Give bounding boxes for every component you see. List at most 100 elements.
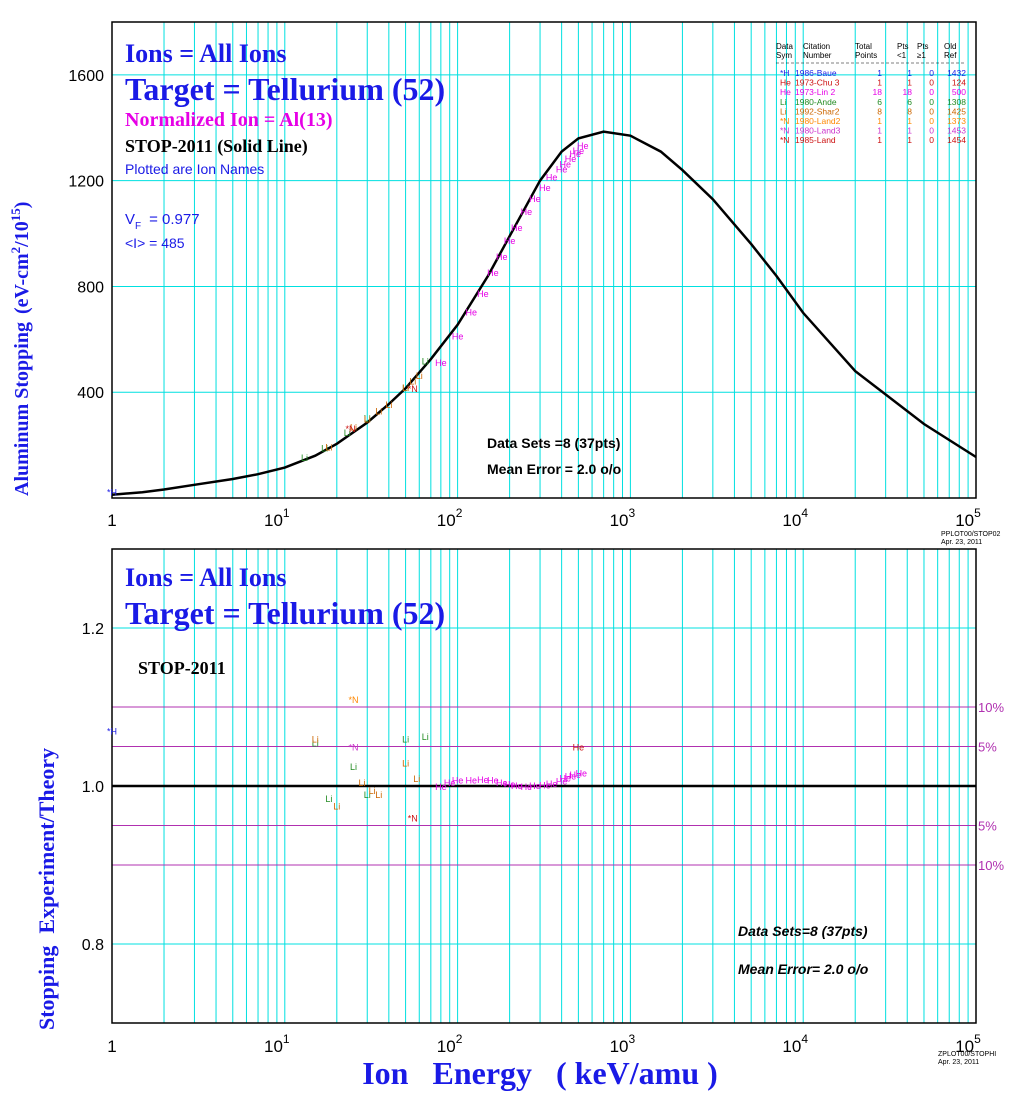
legend-row-cell: 1432 — [947, 68, 966, 78]
legend-row-cell: 1373 — [947, 116, 966, 126]
bottom-data-point: Li — [422, 732, 429, 742]
top-data-point: *N — [408, 384, 418, 394]
bottom-data-point: He — [511, 781, 523, 791]
top-x-tick-label-base: 10 — [610, 511, 629, 530]
bottom-x-tick-label: 103 — [610, 1032, 636, 1056]
top-data-point: He — [496, 252, 508, 262]
top-x-tick-labels: 1 101 102 103 104 105 — [107, 506, 981, 530]
top-x-tick-label: 103 — [610, 506, 636, 530]
top-x-tick-label-base: 1 — [107, 511, 116, 530]
legend-row-cell: *N — [780, 135, 789, 145]
legend-row-cell: Li — [780, 106, 787, 116]
legend-row-cell: 1454 — [947, 135, 966, 145]
bottom-y-tick-label: 1.0 — [82, 779, 104, 796]
legend-row-cell: 1 — [877, 116, 882, 126]
top-data-point: He — [529, 194, 541, 204]
top-y-tick-label: 1600 — [68, 68, 104, 85]
top-data-point: He — [435, 358, 447, 368]
legend-row-cell: 500 — [952, 87, 966, 97]
legend-row-cell: 6 — [907, 97, 912, 107]
bottom-data-point: He — [565, 772, 577, 782]
top-x-tick-label-exponent: 1 — [283, 506, 290, 520]
bottom-title-target: Target = Tellurium (52) — [125, 595, 445, 631]
bottom-y-tick-label: 1.2 — [82, 621, 104, 638]
bottom-data-point: Li — [359, 778, 366, 788]
bottom-code-label: STOP-2011 — [138, 658, 226, 678]
bottom-panel: 10%5%5%10% 0.81.01.2 1 101 102 103 104 105 *H… — [34, 548, 1004, 1091]
bottom-data-point: *N — [408, 814, 418, 824]
legend-row-cell: *N — [780, 126, 789, 136]
top-data-point: Li — [344, 428, 351, 438]
bottom-data-point: Li — [350, 762, 357, 772]
top-data-point: Li — [321, 444, 328, 454]
legend-row-cell: 1 — [877, 135, 882, 145]
legend-header-cell: ≥1 — [917, 51, 926, 60]
bottom-data-point: He — [546, 779, 558, 789]
top-data-point: He — [570, 149, 582, 159]
bottom-x-tick-label-base: 10 — [955, 1037, 974, 1056]
top-x-tick-label-base: 10 — [437, 511, 456, 530]
top-data-point: He — [556, 165, 568, 175]
legend-row-cell: 8 — [907, 106, 912, 116]
legend-row-cell: He — [780, 78, 791, 88]
legend-header-cell: Citation — [803, 42, 830, 51]
bottom-plot-frame — [111, 548, 977, 1024]
legend-header-cell: Data — [776, 42, 793, 51]
legend-row-cell: He — [780, 87, 791, 97]
bottom-data-sets: Data Sets=8 (37pts) — [738, 923, 868, 939]
top-data-point: He — [539, 183, 551, 193]
top-stamp-program: PPLOT00/STOP02 — [941, 531, 1001, 538]
legend-row-cell: 1 — [907, 126, 912, 136]
bottom-x-tick-label-base: 10 — [782, 1037, 801, 1056]
legend-row-cell: 1 — [907, 135, 912, 145]
legend-row-cell: 18 — [903, 87, 913, 97]
legend-row-cell: Li — [780, 97, 787, 107]
bottom-y-axis-label: Stopping Experiment/Theory — [34, 748, 59, 1030]
legend-row-cell: 0 — [929, 106, 934, 116]
top-x-tick-label: 105 — [955, 506, 981, 530]
bottom-data-point: He — [539, 780, 551, 790]
limit-label: 5% — [978, 740, 997, 755]
top-theory-curve-group — [111, 130, 977, 497]
legend-row-cell: 1980-Land3 — [795, 126, 841, 136]
mean-ionization-label: <I> = 485 — [125, 235, 185, 251]
legend-row-cell: 18 — [873, 87, 883, 97]
bottom-y-tick-labels: 0.8 1.0 1.2 — [82, 621, 104, 954]
legend-row-cell: 0 — [929, 135, 934, 145]
legend-row-cell: 8 — [877, 106, 882, 116]
limit-label: 10% — [978, 700, 1004, 715]
top-y-axis-unit: (eV-cm — [11, 253, 33, 314]
bottom-mean-error: Mean Error= 2.0 o/o — [738, 961, 869, 977]
bottom-data-point: He — [496, 778, 508, 788]
bottom-data-point: Li — [312, 735, 319, 745]
legend-row-cell: 0 — [929, 87, 934, 97]
top-data-point: He — [577, 141, 589, 151]
legend-row-cell: *H — [780, 68, 789, 78]
bottom-data-point: He — [529, 781, 541, 791]
legend-row-cell: 1 — [877, 126, 882, 136]
top-data-point: He — [477, 289, 489, 299]
x-axis-label: Ion Energy ( keV/amu ) — [362, 1055, 718, 1091]
top-y-tick-label: 1200 — [68, 174, 104, 191]
top-y-axis-unit-end: ) — [11, 202, 33, 209]
bottom-stamp-date: Apr. 23, 2011 — [938, 1059, 979, 1066]
top-y-axis-unit-mid: /10 — [11, 221, 33, 248]
bottom-data-point: Li — [369, 786, 376, 796]
top-data-point: Li — [301, 453, 308, 463]
legend-header-cell: Old — [944, 42, 956, 51]
bottom-x-tick-label: 101 — [264, 1032, 290, 1056]
top-y-axis-unit-exp1: 2 — [8, 247, 23, 254]
bottom-data-point: He — [487, 776, 499, 786]
legend-row-cell: 1980-Ande — [795, 97, 837, 107]
legend-row-cell: 0 — [929, 68, 934, 78]
vf-label: VF = 0.977 — [125, 211, 200, 232]
top-data-point: Li — [422, 356, 429, 366]
legend-row-cell: 1 — [907, 68, 912, 78]
bottom-x-tick-labels: 1 101 102 103 104 105 — [107, 1032, 981, 1056]
bottom-x-tick-label-exponent: 3 — [629, 1032, 636, 1046]
top-data-point: Li — [402, 383, 409, 393]
vf-value: = 0.977 — [149, 211, 199, 228]
top-plot-frame — [111, 21, 977, 499]
